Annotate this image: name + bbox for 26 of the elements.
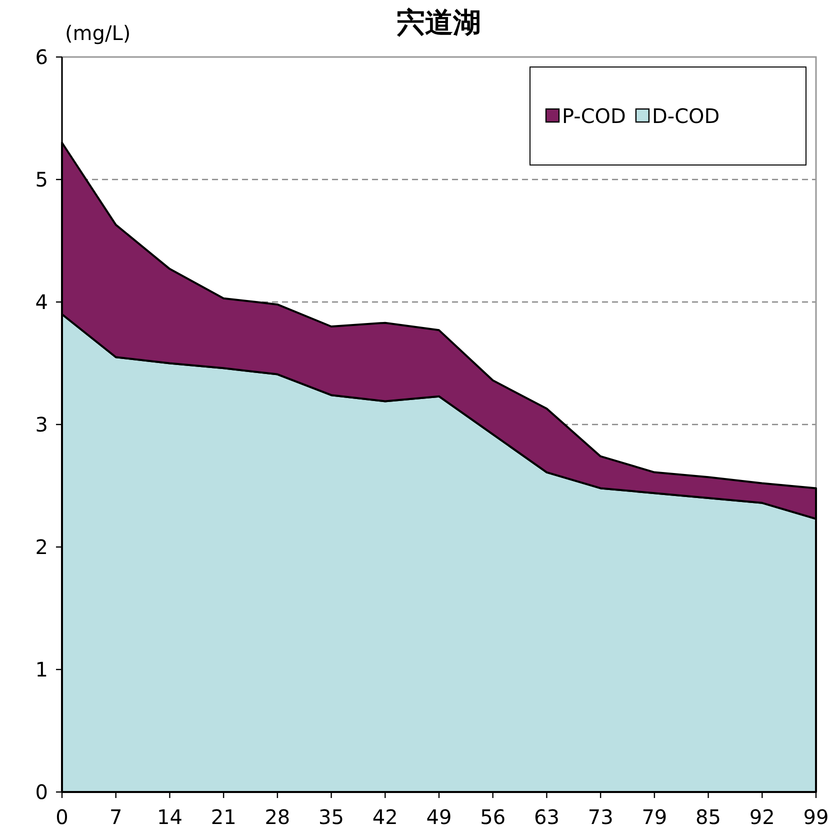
y-tick-label: 2 (35, 535, 48, 559)
x-tick-label: 92 (749, 805, 775, 829)
y-axis-title: (mg/L) (65, 21, 131, 45)
legend-label: D-COD (652, 104, 720, 128)
chart-title: 宍道湖 (396, 6, 481, 39)
x-tick-label: 28 (264, 805, 290, 829)
x-tick-label: 56 (480, 805, 506, 829)
x-tick-label: 85 (696, 805, 722, 829)
x-tick-label: 79 (642, 805, 668, 829)
x-tick-label: 0 (56, 805, 68, 829)
x-tick-label: 35 (318, 805, 344, 829)
y-tick-label: 3 (35, 412, 48, 436)
x-tick-label: 14 (156, 805, 182, 829)
y-tick-label: 1 (35, 658, 48, 682)
x-tick-label: 49 (426, 805, 452, 829)
y-tick-label: 6 (35, 45, 48, 69)
x-tick-label: 63 (534, 805, 560, 829)
legend-label: P-COD (562, 104, 626, 128)
y-tick-label: 4 (35, 290, 48, 314)
x-tick-label: 99 (803, 805, 828, 829)
x-tick-label: 21 (210, 805, 236, 829)
x-tick-label: 7 (109, 805, 122, 829)
y-tick-label: 5 (35, 168, 48, 192)
x-tick-label: 73 (588, 805, 614, 829)
y-tick-label: 0 (35, 780, 48, 804)
x-tick-label: 42 (372, 805, 398, 829)
